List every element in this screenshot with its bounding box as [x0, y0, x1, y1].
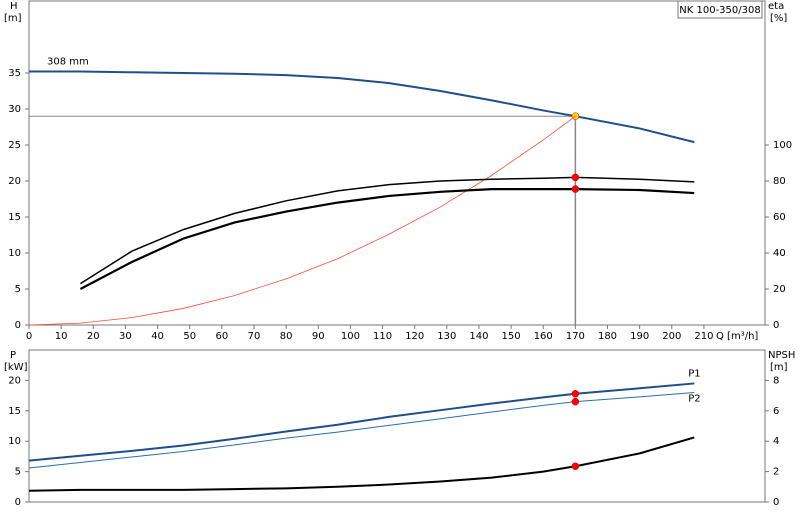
- y-axis-unit: [m]: [4, 13, 22, 24]
- duty-marker: [571, 390, 580, 398]
- y2-axis-label: NPSH: [768, 350, 795, 361]
- y2-tick-label: 0: [773, 497, 779, 508]
- y-axis-label: H: [10, 1, 18, 12]
- x-tick-label: 210: [694, 331, 713, 342]
- plot-frame: [28, 0, 766, 326]
- y2-tick-label: 80: [773, 176, 786, 187]
- duty-marker: [571, 185, 580, 193]
- chart-title: NK 100-350/308: [679, 5, 760, 16]
- y-tick-label: 10: [8, 248, 21, 259]
- y2-axis-unit: [m]: [770, 362, 788, 373]
- x-tick-label: 170: [566, 331, 585, 342]
- y-tick-label: 20: [8, 176, 21, 187]
- series-label: P2: [688, 394, 700, 405]
- x-tick-label: 0: [26, 331, 32, 342]
- series-line: [29, 70, 695, 144]
- x-tick-label: 110: [373, 331, 392, 342]
- x-tick-label: 200: [662, 331, 681, 342]
- series-line: [28, 382, 695, 462]
- y2-tick-label: 0: [773, 320, 779, 331]
- y-tick-label: 15: [8, 406, 21, 417]
- y2-tick-label: 6: [773, 406, 779, 417]
- duty-marker: [571, 462, 580, 471]
- y-tick-label: 35: [8, 68, 21, 79]
- x-tick-label: 40: [151, 331, 164, 342]
- x-tick-label: 100: [341, 331, 360, 342]
- y-tick-label: 0: [15, 497, 21, 508]
- series-line: [79, 188, 695, 290]
- y-tick-label: 10: [8, 436, 21, 447]
- x-tick-label: 140: [469, 331, 488, 342]
- y-axis-unit: [kW]: [4, 362, 28, 373]
- y-tick-label: 25: [8, 140, 21, 151]
- x-tick-label: 150: [502, 331, 521, 342]
- y2-tick-label: 60: [773, 212, 786, 223]
- x-tick-label: 10: [55, 331, 68, 342]
- series-line: [28, 436, 695, 492]
- y2-tick-label: 100: [773, 140, 792, 151]
- duty-marker: [571, 397, 580, 406]
- x-tick-label: 70: [248, 331, 261, 342]
- y2-axis-unit: [%]: [770, 13, 787, 24]
- duty-marker: [571, 173, 580, 182]
- x-tick-label: 20: [87, 331, 100, 342]
- x-tick-label: 180: [598, 331, 617, 342]
- y2-tick-label: 4: [773, 436, 779, 447]
- x-tick-label: 30: [119, 331, 132, 342]
- x-tick-label: 190: [630, 331, 649, 342]
- y-tick-label: 5: [15, 284, 21, 295]
- series-line: [28, 115, 576, 326]
- series-label: P1: [688, 368, 700, 379]
- y-tick-label: 15: [8, 212, 21, 223]
- y2-tick-label: 8: [773, 375, 779, 386]
- y2-tick-label: 2: [773, 467, 779, 478]
- y-tick-label: 30: [8, 104, 21, 115]
- y-tick-label: 20: [8, 375, 21, 386]
- y2-tick-label: 20: [773, 284, 786, 295]
- x-tick-label: 130: [437, 331, 456, 342]
- x-tick-label: 160: [534, 331, 553, 342]
- y-axis-label: P: [10, 350, 16, 361]
- y2-tick-label: 40: [773, 248, 786, 259]
- y2-axis-label: eta: [768, 1, 784, 12]
- x-tick-label: 60: [215, 331, 228, 342]
- plot-frame: [28, 349, 766, 503]
- y-tick-label: 5: [15, 467, 21, 478]
- series-label: 308 mm: [47, 57, 89, 68]
- x-tick-label: 120: [405, 331, 424, 342]
- y-tick-label: 0: [15, 320, 21, 331]
- x-tick-label: 90: [312, 331, 325, 342]
- x-axis-label: Q [m³/h]: [716, 331, 758, 342]
- x-tick-label: 80: [280, 331, 293, 342]
- series-line: [80, 176, 695, 285]
- title-box: [677, 0, 763, 19]
- series-line: [28, 392, 695, 469]
- x-tick-label: 50: [183, 331, 196, 342]
